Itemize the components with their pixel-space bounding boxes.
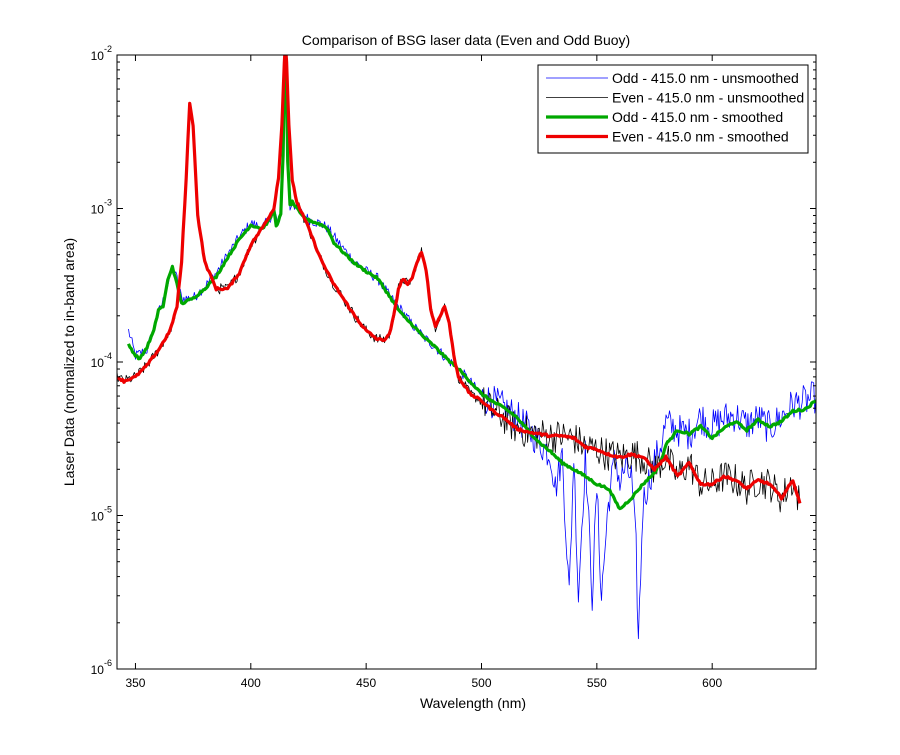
series-layer (117, 55, 816, 640)
legend-box (537, 64, 809, 154)
y-tick-label: 10-2 (91, 44, 112, 63)
x-tick-label: 350 (125, 676, 145, 690)
y-tick-label: 10-5 (91, 505, 112, 524)
series-line-1 (117, 55, 801, 513)
x-tick-label: 550 (587, 676, 607, 690)
plot-background (117, 55, 816, 669)
y-tick-label: 10-6 (91, 658, 112, 677)
legend-label-0: Odd - 415.0 nm - unsmoothed (612, 70, 799, 86)
y-tick-label: 10-4 (91, 351, 112, 370)
series-line-3 (117, 55, 802, 504)
y-axis-label: Laser Data (normalized to in-band area) (61, 238, 77, 486)
legend-label-2: Odd - 415.0 nm - smoothed (612, 109, 783, 125)
x-tick-label: 450 (356, 676, 376, 690)
x-axis-label: Wavelength (nm) (420, 695, 526, 711)
series-line-2 (127, 55, 816, 511)
tick-layer: 350 400 450 500 550 600 10-6 10-5 10-4 10-3 10-2 (91, 44, 816, 690)
legend-label-3: Even - 415.0 nm - smoothed (612, 129, 789, 145)
x-tick-label: 400 (241, 676, 261, 690)
legend-label-1: Even - 415.0 nm - unsmoothed (612, 90, 804, 106)
chart-title: Comparison of BSG laser data (Even and O… (302, 32, 630, 48)
legend: Odd - 415.0 nm - unsmoothed Even - 415.0 … (537, 64, 809, 154)
x-tick-label: 500 (471, 676, 491, 690)
y-tick-label: 10-3 (91, 198, 112, 217)
x-tick-label: 600 (702, 676, 722, 690)
